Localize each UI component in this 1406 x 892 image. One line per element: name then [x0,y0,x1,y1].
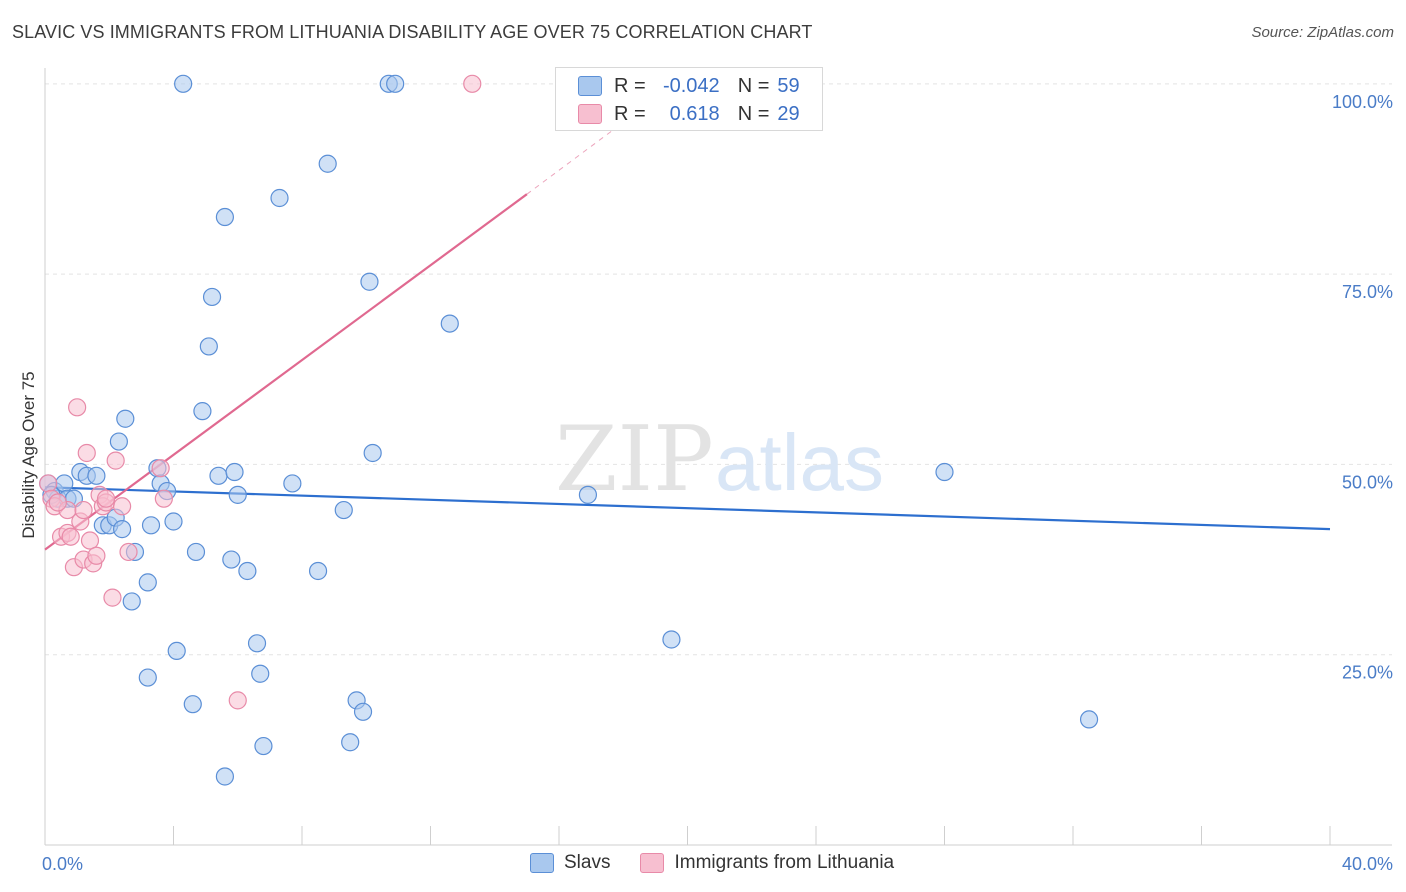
lithuania-trend-line [44,193,528,551]
lithuania-point [151,459,170,478]
lithuania-point [112,497,132,516]
slavs-point [334,500,353,520]
n-label: N = [737,102,770,125]
lithuania-point [463,74,482,93]
slavs-point [353,702,373,721]
trend-lines [44,110,1331,551]
slavs-point [183,695,202,714]
slavs-trend-line [44,486,1331,531]
watermark-atlas: atlas [715,418,884,507]
slavs-point [138,668,157,687]
slavs-point [662,630,681,649]
slavs-point [578,485,598,504]
slavs-point [308,561,328,581]
x-tick-label: 0.0% [42,854,83,874]
legend-item-lithuania[interactable]: Immigrants from Lithuania [640,852,894,874]
slavs-point [270,188,289,208]
slavs-point [186,542,206,562]
r-value: -0.042 [662,74,720,97]
slavs-point [199,337,218,356]
slavs-point [251,664,270,683]
lithuania-point [228,691,247,710]
data-points [39,74,1099,786]
source-label: Source: ZipAtlas.com [1251,24,1394,41]
slavs-point [318,154,337,173]
slavs-point [164,512,183,531]
n-label: N = [737,74,770,97]
lithuania-trend-extension [526,110,640,195]
slavs-point [222,550,241,569]
slavs-point [228,485,247,504]
legend-row-slavs: R = -0.042 N = 59 [578,73,800,99]
slavs-point [283,474,302,493]
r-label: R = [614,102,646,125]
legend-label-slavs: Slavs [564,852,611,873]
slavs-point [167,641,186,661]
slavs-point [225,462,244,482]
slavs-point [247,634,267,653]
chart-title: SLAVIC VS IMMIGRANTS FROM LITHUANIA DISA… [12,22,813,42]
watermark-zip: ZIP [555,407,714,512]
legend-row-lithuania: R = 0.618 N = 29 [578,101,800,127]
slavs-legend-swatch [530,853,554,873]
slavs-point [360,272,379,291]
lithuania-point [106,451,125,470]
slavs-point [935,462,954,482]
correlation-legend: R = -0.042 N = 59 R = 0.618 N = 29 [555,67,823,131]
slavs-point [363,443,382,463]
lithuania-point [48,493,67,512]
lithuania-point [80,531,100,550]
slavs-point [109,432,128,451]
y-axis-label: Disability Age Over 75 [19,371,38,538]
slavs-point [215,767,234,786]
lithuania-swatch [578,104,602,124]
legend-item-slavs[interactable]: Slavs [530,852,610,874]
legend-label-lithuania: Immigrants from Lithuania [674,852,895,873]
r-label: R = [614,74,646,97]
lithuania-point [74,500,93,520]
slavs-point [174,74,193,93]
slavs-point [202,287,222,307]
n-value: 59 [777,74,800,97]
slavs-point [341,733,360,752]
slavs-point [112,520,132,539]
slavs-swatch [578,76,602,96]
lithuania-legend-swatch [640,853,665,873]
series-legend: Slavs Immigrants from Lithuania [530,852,924,874]
slavs-point [1079,710,1099,729]
lithuania-point [103,588,122,607]
slavs-point [215,207,234,227]
y-tick-label: 100.0% [1332,92,1393,112]
slavs-point [193,402,212,421]
slavs-point [138,573,157,592]
lithuania-point [39,474,58,493]
n-value: 29 [777,102,800,125]
slavs-point [209,466,228,485]
slavs-point [87,466,106,485]
slavs-point [122,592,141,611]
slavs-point [386,74,405,93]
x-tick-label: 40.0% [1342,854,1393,874]
lithuania-point [87,546,106,565]
lithuania-point [61,527,80,546]
y-tick-label: 75.0% [1342,282,1393,302]
slavs-point [116,409,135,428]
lithuania-point [154,489,173,508]
lithuania-point [68,398,87,417]
slavs-point [238,561,257,581]
y-tick-label: 50.0% [1342,472,1393,492]
lithuania-point [96,489,116,508]
slavs-point [254,736,273,756]
r-value: 0.618 [669,102,720,125]
lithuania-point [119,542,138,562]
lithuania-point [77,443,96,463]
slavs-point [440,314,459,333]
slavs-point [141,516,161,535]
axes [44,68,1392,846]
y-tick-label: 25.0% [1342,663,1393,683]
tick-labels: 100.0% 75.0% 50.0% 25.0% 0.0% 40.0% [42,92,1393,874]
